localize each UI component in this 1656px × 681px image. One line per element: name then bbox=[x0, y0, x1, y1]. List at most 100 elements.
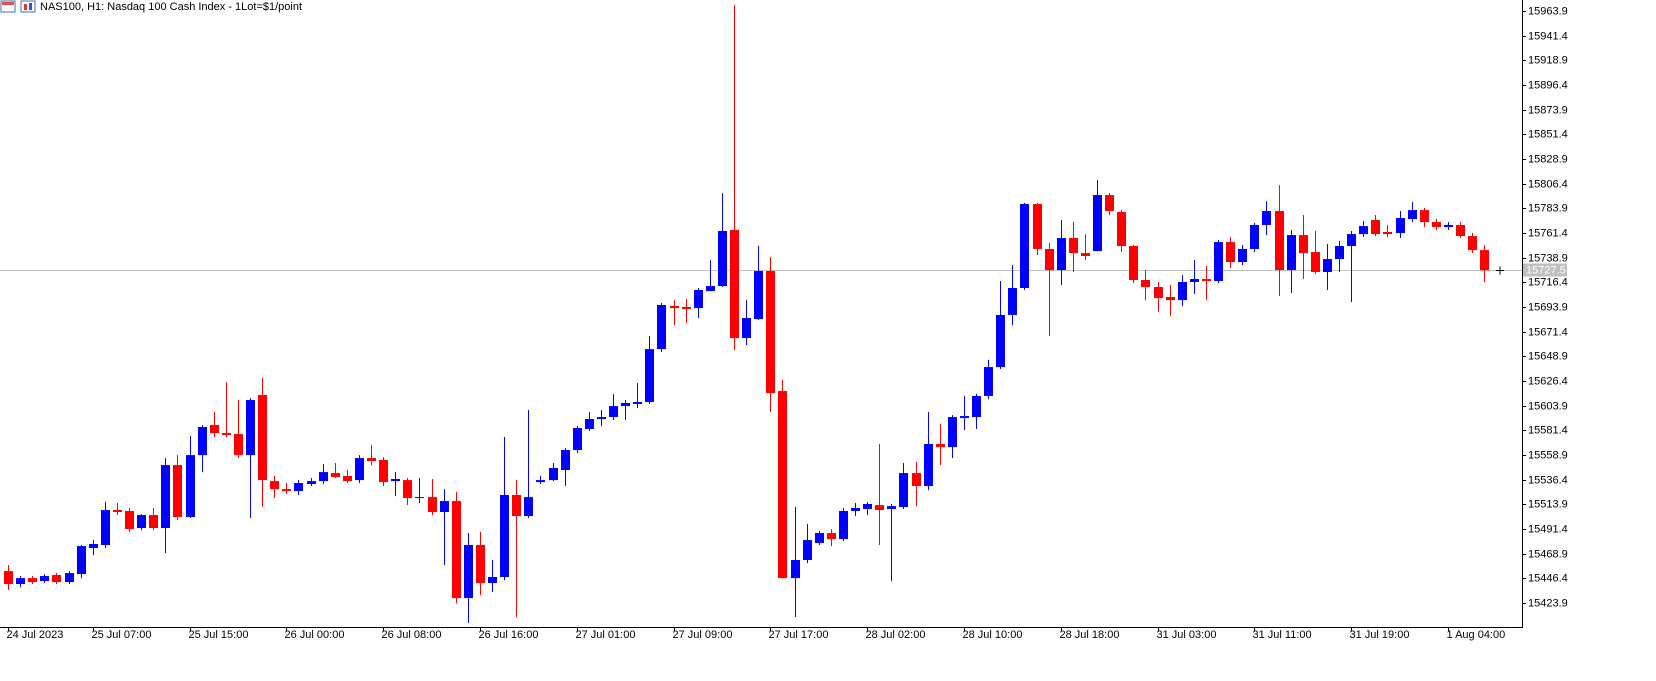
candle-body bbox=[149, 515, 158, 528]
candle-body bbox=[440, 501, 449, 512]
candle-body bbox=[319, 472, 328, 482]
icon-window bbox=[0, 0, 16, 13]
candle-body bbox=[1166, 297, 1175, 301]
candle-body bbox=[343, 476, 352, 482]
candle-body bbox=[960, 416, 969, 419]
candle-body bbox=[113, 510, 122, 512]
candle-body bbox=[415, 497, 424, 499]
candle-body bbox=[1335, 246, 1344, 260]
candle-body bbox=[1178, 281, 1187, 301]
y-tick-label: 15513.9 bbox=[1528, 498, 1568, 510]
y-tick-label: 15603.9 bbox=[1528, 400, 1568, 412]
y-tick-label: 15491.4 bbox=[1528, 523, 1568, 535]
candle-body bbox=[936, 444, 945, 448]
candle-body bbox=[524, 497, 533, 517]
candle-body bbox=[1347, 234, 1356, 247]
candle-body bbox=[137, 515, 146, 528]
candle-body bbox=[1238, 248, 1247, 263]
candle-body bbox=[1396, 218, 1405, 233]
candle-body bbox=[1420, 210, 1429, 223]
candle-body bbox=[791, 560, 800, 579]
candle-body bbox=[1093, 195, 1102, 252]
candle-body bbox=[827, 533, 836, 540]
y-tick-label: 15581.4 bbox=[1528, 424, 1568, 436]
y-tick-label: 15536.4 bbox=[1528, 474, 1568, 486]
candle-body bbox=[1250, 224, 1259, 249]
x-tick-label: 31 Jul 19:00 bbox=[1350, 629, 1410, 641]
y-tick-label: 15896.4 bbox=[1528, 79, 1568, 91]
y-tick-label: 15963.9 bbox=[1528, 5, 1568, 17]
candle-body bbox=[355, 458, 364, 481]
candle-body bbox=[645, 349, 654, 403]
candle-body bbox=[549, 468, 558, 481]
x-tick-label: 25 Jul 07:00 bbox=[92, 629, 152, 641]
candle-body bbox=[222, 433, 231, 436]
y-tick-label: 15851.4 bbox=[1528, 128, 1568, 140]
y-tick-label: 15716.4 bbox=[1528, 276, 1568, 288]
candle-body bbox=[1141, 280, 1150, 288]
candle-body bbox=[125, 511, 134, 530]
y-tick-label: 15761.4 bbox=[1528, 227, 1568, 239]
candle-body bbox=[1202, 279, 1211, 281]
x-tick-label: 27 Jul 17:00 bbox=[769, 629, 829, 641]
candle-body bbox=[1323, 259, 1332, 273]
candle-body bbox=[210, 425, 219, 434]
y-tick-label: 15468.9 bbox=[1528, 548, 1568, 560]
y-tick-label: 15918.9 bbox=[1528, 54, 1568, 66]
x-tick-label: 25 Jul 15:00 bbox=[189, 629, 249, 641]
y-tick-label: 15783.9 bbox=[1528, 202, 1568, 214]
icon-chart bbox=[20, 0, 36, 13]
candle-body bbox=[754, 271, 763, 320]
candle-body bbox=[875, 505, 884, 511]
candle-body bbox=[706, 286, 715, 292]
candle-body bbox=[972, 396, 981, 418]
candle-body bbox=[996, 314, 1005, 368]
candle-body bbox=[428, 497, 437, 512]
candle-body bbox=[500, 495, 509, 578]
candle-body bbox=[161, 465, 170, 528]
x-tick-label: 26 Jul 00:00 bbox=[285, 629, 345, 641]
candle-body bbox=[682, 306, 691, 310]
candle-body bbox=[65, 573, 74, 583]
candle-body bbox=[621, 403, 630, 407]
candle-body bbox=[391, 478, 400, 482]
candle-body bbox=[1468, 236, 1477, 251]
candle-body bbox=[379, 460, 388, 483]
candle-body bbox=[851, 508, 860, 512]
candle-body bbox=[270, 481, 279, 490]
y-tick-label: 15423.9 bbox=[1528, 597, 1568, 609]
candle-body bbox=[718, 231, 727, 287]
candle-body bbox=[89, 544, 98, 549]
candle-body bbox=[1311, 252, 1320, 273]
candle-body bbox=[234, 434, 243, 456]
candle-body bbox=[597, 417, 606, 420]
candle-body bbox=[476, 544, 485, 584]
candle-body bbox=[77, 546, 86, 575]
candle-body bbox=[488, 577, 497, 584]
candle-body bbox=[1045, 248, 1054, 271]
y-tick-label: 15828.9 bbox=[1528, 153, 1568, 165]
candle-body bbox=[294, 483, 303, 492]
icon-candle bbox=[29, 3, 32, 10]
y-tick-label: 15671.4 bbox=[1528, 326, 1568, 338]
candle-body bbox=[1287, 235, 1296, 271]
candle-body bbox=[924, 444, 933, 487]
candle-body bbox=[1154, 287, 1163, 298]
candle-body bbox=[307, 481, 316, 485]
current-price-box bbox=[1523, 263, 1567, 277]
x-tick-label: 28 Jul 10:00 bbox=[963, 629, 1023, 641]
y-tick-label: 15941.4 bbox=[1528, 30, 1568, 42]
candle-body bbox=[1456, 224, 1465, 237]
x-tick-label: 26 Jul 16:00 bbox=[479, 629, 539, 641]
current-price-label: 15727.5 bbox=[1526, 264, 1566, 276]
y-tick-label: 15693.9 bbox=[1528, 301, 1568, 313]
candle-body bbox=[464, 544, 473, 599]
candle-body bbox=[198, 427, 207, 456]
chart-title: NAS100, H1: Nasdaq 100 Cash Index - 1Lot… bbox=[40, 1, 302, 13]
x-tick-label: 28 Jul 18:00 bbox=[1060, 629, 1120, 641]
candle-body bbox=[1129, 246, 1138, 281]
y-tick-label: 15738.9 bbox=[1528, 252, 1568, 264]
candle-body bbox=[1432, 222, 1441, 228]
